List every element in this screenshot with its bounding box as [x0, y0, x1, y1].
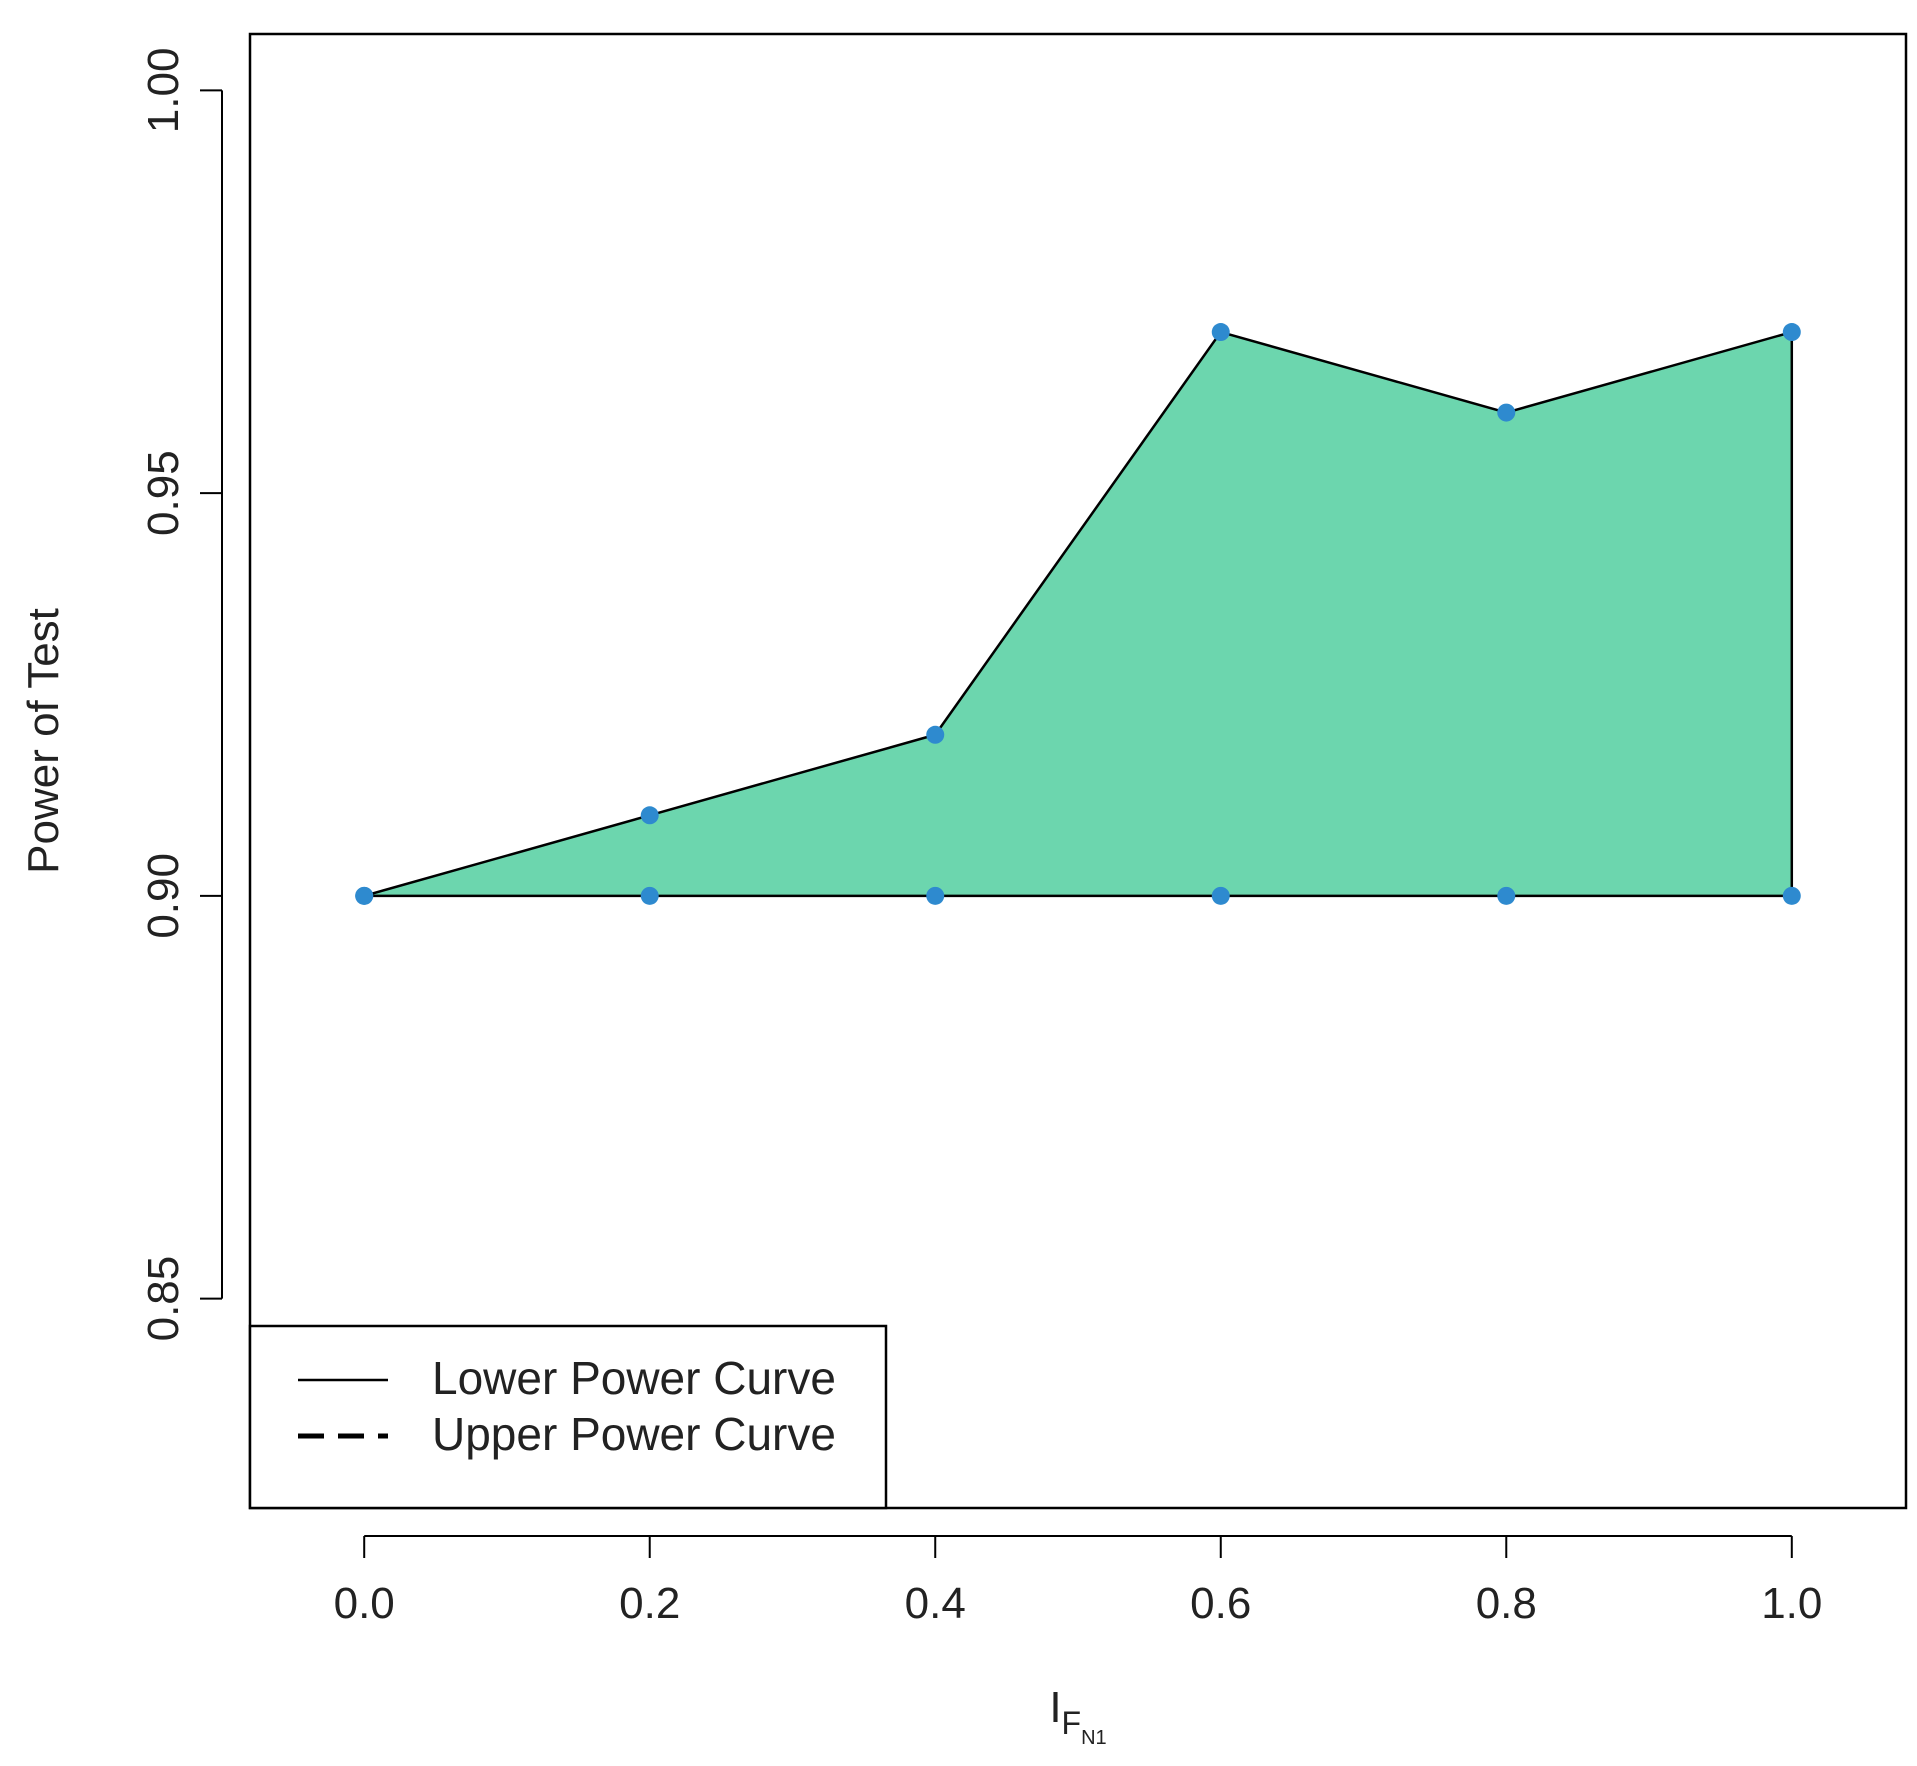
legend-label: Lower Power Curve [432, 1352, 836, 1404]
line-layer [363, 330, 1794, 898]
lower-power-curve-line [363, 330, 1793, 898]
plot-frame [248, 32, 1908, 1510]
point-layer [355, 323, 1801, 905]
y-axis-title: Power of Test [19, 608, 68, 874]
lower-curve-point [640, 806, 659, 825]
y-tick-label: 0.95 [139, 450, 188, 536]
x-tick-label: 1.0 [1761, 1579, 1822, 1628]
y-tick-label: 0.90 [139, 853, 188, 939]
upper-curve-point [355, 886, 374, 905]
x-axis-title-main: I [1049, 1683, 1061, 1732]
upper-curve-point [926, 886, 945, 905]
y-tick-label: 0.85 [139, 1256, 188, 1342]
x-axis-title: IFN1 [1049, 1683, 1106, 1749]
x-axis-title-subsubscript: N1 [1081, 1727, 1107, 1749]
upper-curve-point [1211, 886, 1230, 905]
x-tick-label: 0.4 [905, 1579, 966, 1628]
x-tick-label: 0.6 [1190, 1579, 1251, 1628]
y-axis: 0.85 0.90 0.95 1.00 [139, 48, 223, 1342]
lower-curve-point [1211, 323, 1230, 342]
upper-curve-point [1782, 886, 1801, 905]
x-tick-label: 0.2 [619, 1579, 680, 1628]
upper-curve-point [640, 886, 659, 905]
upper-curve-point [1497, 886, 1516, 905]
y-tick-label: 1.00 [139, 48, 188, 134]
lower-curve-point [1497, 403, 1516, 422]
power-band-area [364, 332, 1792, 896]
x-axis-title-subscript: F [1062, 1705, 1082, 1741]
legend-box [248, 1324, 888, 1510]
x-axis: 0.0 0.2 0.4 0.6 0.8 1.0 [334, 1535, 1822, 1628]
x-tick-label: 0.0 [334, 1579, 395, 1628]
fill-layer [364, 332, 1792, 896]
lower-curve-point [926, 725, 945, 744]
lower-curve-point [1782, 323, 1801, 342]
x-tick-label: 0.8 [1476, 1579, 1537, 1628]
legend-label: Upper Power Curve [432, 1408, 836, 1460]
